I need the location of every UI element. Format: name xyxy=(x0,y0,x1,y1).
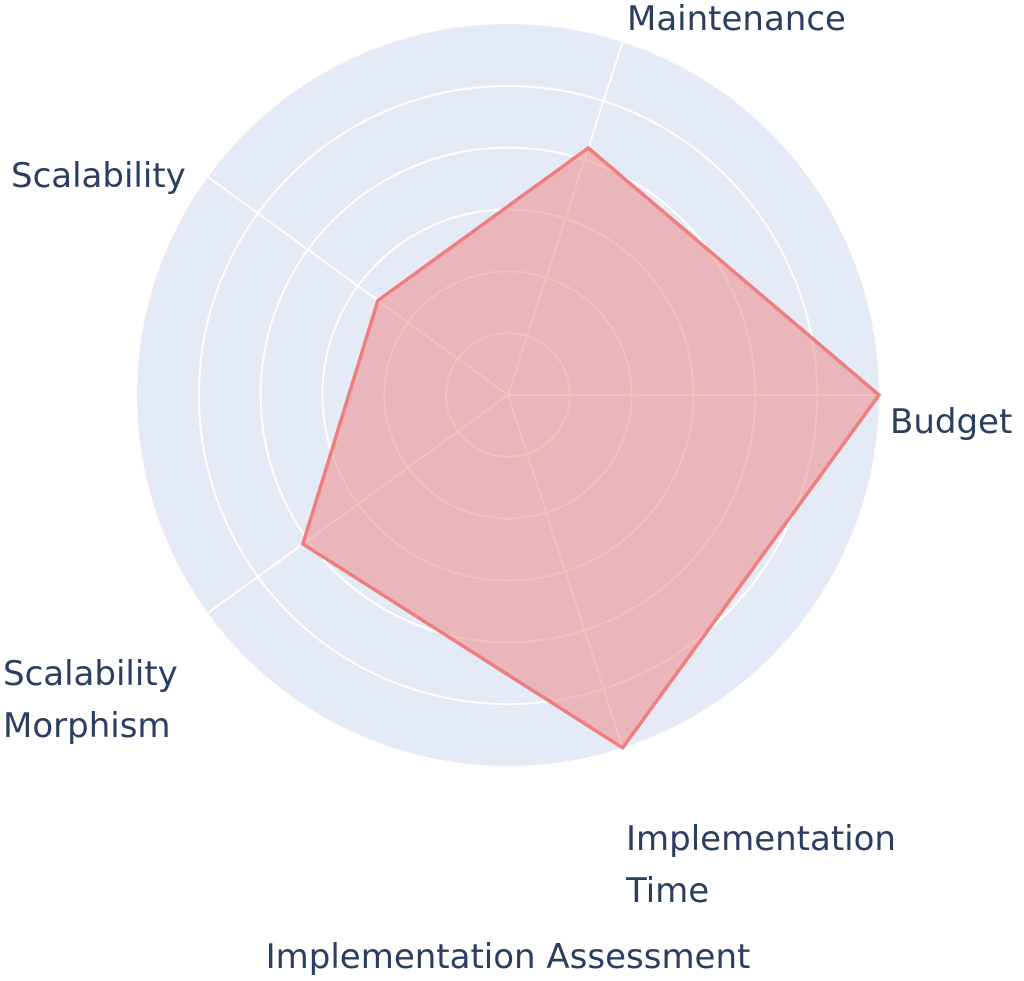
axis-label-scalability_morphism: Scalability Morphism xyxy=(3,654,178,746)
axis-label-line: Morphism xyxy=(3,706,171,746)
axis-label-line: Budget xyxy=(890,402,1012,442)
series-layer xyxy=(300,145,882,751)
series-polygon-1 xyxy=(300,145,882,751)
axis-label-line: Scalability xyxy=(3,654,178,694)
axis-label-maintenance: Maintenance xyxy=(627,0,846,39)
axis-label-line: Implementation xyxy=(626,819,896,859)
axis-labels: Budget Maintenance Scalability Scalability M… xyxy=(3,0,1012,911)
axis-label-line: Scalability xyxy=(11,156,186,196)
axis-label-budget: Budget xyxy=(890,402,1012,442)
axis-label-implementation_time: Implementation Time xyxy=(625,819,896,911)
axis-label-scalability: Scalability xyxy=(11,156,186,196)
axis-label-line: Maintenance xyxy=(627,0,846,39)
chart-title: Implementation Assessment xyxy=(266,937,751,977)
axis-label-line: Time xyxy=(625,871,709,911)
